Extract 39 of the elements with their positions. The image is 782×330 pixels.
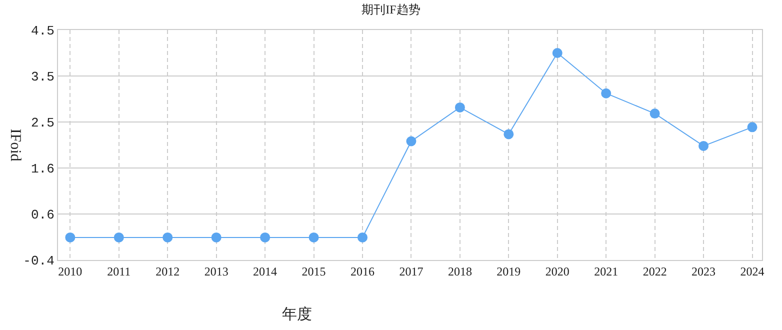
x-axis-title: 年度 [282,306,312,323]
x-tick-label: 2017 [399,264,424,278]
x-tick-label: 2018 [448,264,472,278]
point [162,232,173,242]
point [552,48,562,58]
point [260,232,270,242]
chart-title: 期刊IF趋势 [362,2,420,16]
y-tick-label: 4.5 [30,24,54,39]
x-tick-label: 2013 [204,264,228,278]
y-axis-title: IFoid [7,128,24,162]
y-tick-label: 3.5 [30,70,54,85]
y-tick-label: 2.5 [30,116,54,131]
point [308,232,319,242]
y-tick-label: -0.4 [23,254,55,269]
point [406,136,416,146]
x-tick-label: 2011 [107,264,131,278]
point [65,232,76,242]
y-tick-label: 1.6 [30,162,54,177]
x-tick-label: 2024 [740,264,764,278]
x-tick-label: 2023 [692,264,716,278]
point [504,129,514,140]
x-tick-label: 2014 [253,264,278,278]
point [114,232,124,242]
x-tick-label: 2015 [302,264,326,278]
point [650,108,660,119]
point [358,232,368,242]
y-tick-label: 0.6 [30,208,54,223]
point [747,122,758,132]
point [211,232,222,242]
x-tick-label: 2016 [350,264,374,278]
x-tick-label: 2010 [58,264,82,278]
point [454,102,465,112]
x-tick-label: 2012 [156,264,180,278]
point [698,140,709,151]
x-tick-label: 2019 [496,264,521,278]
point [601,88,612,98]
x-tick-label: 2021 [594,264,618,278]
x-tick-label: 2022 [642,264,667,278]
x-tick-label: 2020 [545,264,570,278]
